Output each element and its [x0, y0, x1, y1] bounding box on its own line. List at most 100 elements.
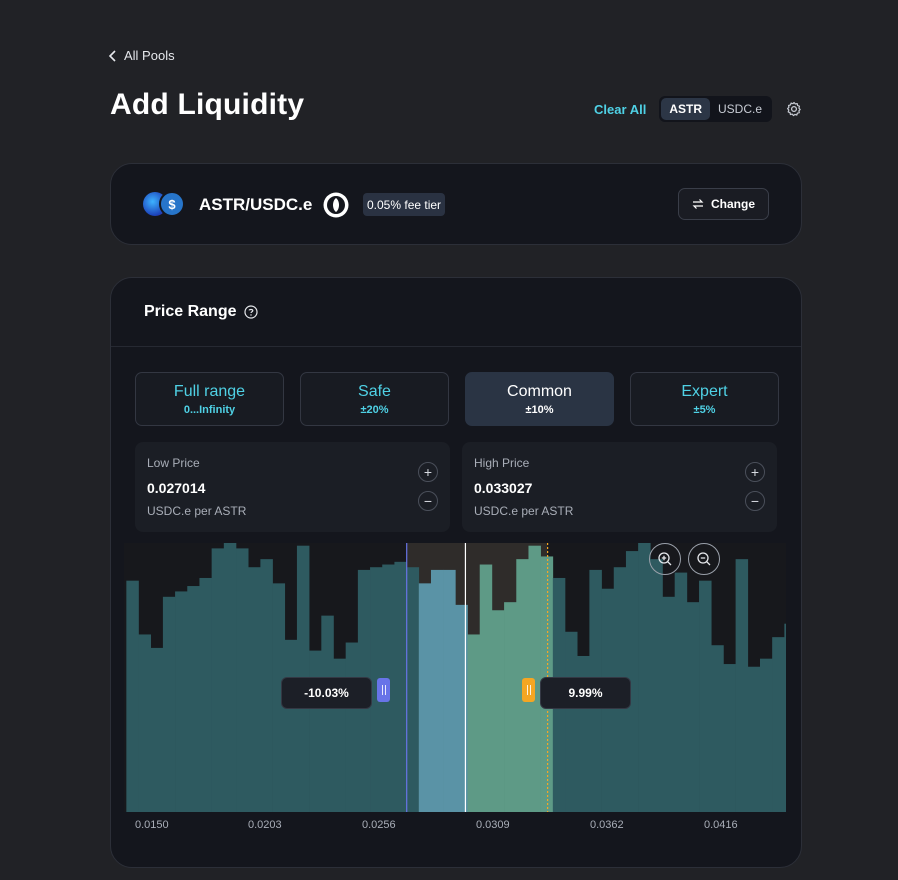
pair-token-icons: $ [142, 191, 186, 218]
low-price-input[interactable]: 0.027014 [147, 480, 206, 496]
liquidity-bar [370, 567, 383, 812]
preset-name: Safe [358, 382, 391, 400]
liquidity-bar [175, 591, 188, 812]
liquidity-bar [479, 564, 493, 812]
low-price-box: Low Price 0.027014 USDC.e per ASTR + − [135, 442, 450, 532]
x-tick-label: 0.0150 [135, 819, 169, 831]
price-range-title: Price Range [144, 303, 237, 320]
preset-name: Common [507, 382, 572, 400]
gear-icon[interactable] [786, 101, 802, 117]
token-toggle: ASTR USDC.e [659, 96, 772, 122]
liquidity-bar [150, 647, 164, 812]
liquidity-bar [638, 543, 651, 812]
liquidity-bar [711, 645, 724, 812]
swap-arrows-icon [692, 199, 704, 209]
token-toggle-astr[interactable]: ASTR [661, 98, 710, 120]
low-price-increment-button[interactable]: + [418, 462, 438, 482]
liquidity-bar [199, 577, 212, 812]
liquidity-bar [759, 658, 773, 812]
preset-sub: ±10% [525, 403, 554, 416]
preset-expert[interactable]: Expert ±5% [630, 372, 779, 426]
liquidity-bar [784, 623, 786, 812]
help-circle-icon[interactable] [244, 305, 259, 319]
liquidity-bar [723, 664, 736, 812]
liquidity-bar [565, 631, 578, 812]
liquidity-bar [430, 569, 444, 812]
liquidity-bar [747, 666, 761, 812]
liquidity-bar [467, 634, 481, 812]
low-price-decrement-button[interactable]: − [418, 491, 438, 511]
preset-common[interactable]: Common ±10% [465, 372, 614, 426]
liquidity-bar [394, 561, 407, 812]
low-price-unit: USDC.e per ASTR [147, 504, 247, 518]
pair-name: ASTR/USDC.e [199, 195, 313, 214]
x-tick-label: 0.0203 [248, 819, 282, 831]
high-price-input[interactable]: 0.033027 [474, 480, 533, 496]
high-range-percent: 9.99% [540, 677, 631, 709]
dex-logo-icon [323, 192, 349, 218]
liquidity-bar [772, 637, 785, 812]
token-toggle-usdc[interactable]: USDC.e [717, 102, 762, 116]
liquidity-bar [674, 572, 688, 812]
liquidity-bar [272, 583, 286, 812]
liquidity-bar [187, 586, 200, 812]
preset-sub: ±20% [360, 403, 389, 416]
low-price-label: Low Price [147, 456, 200, 470]
liquidity-bar [406, 567, 420, 812]
liquidity-bar [504, 602, 517, 812]
high-price-decrement-button[interactable]: − [745, 491, 765, 511]
liquidity-bar [236, 548, 249, 812]
low-range-handle[interactable] [377, 678, 390, 702]
liquidity-bar [126, 580, 139, 812]
liquidity-bar [138, 634, 152, 812]
x-tick-label: 0.0362 [590, 819, 624, 831]
x-tick-label: 0.0256 [362, 819, 396, 831]
zoom-in-button[interactable] [649, 543, 681, 575]
liquidity-bar [345, 642, 359, 812]
back-label: All Pools [124, 48, 175, 63]
liquidity-bar [662, 596, 675, 812]
price-range-header: Price Range [111, 278, 801, 347]
clear-all-button[interactable]: Clear All [594, 101, 647, 117]
low-range-percent: -10.03% [281, 677, 372, 709]
back-to-pools-link[interactable]: All Pools [108, 48, 175, 63]
zoom-in-icon [658, 552, 672, 566]
pair-card: $ ASTR/USDC.e 0.05% fee tier Change [110, 163, 802, 245]
liquidity-chart: -10.03% 9.99% 0.0150 0.0203 0.0256 0.030… [124, 543, 786, 841]
liquidity-bar [211, 548, 225, 812]
preset-sub: ±5% [693, 403, 716, 416]
preset-safe[interactable]: Safe ±20% [300, 372, 449, 426]
zoom-out-icon [697, 552, 711, 566]
preset-name: Full range [173, 382, 246, 400]
liquidity-bar [418, 583, 432, 812]
x-tick-label: 0.0416 [704, 819, 738, 831]
liquidity-bar [455, 604, 468, 812]
liquidity-bar [248, 567, 261, 812]
liquidity-bar [491, 610, 505, 812]
range-presets: Full range 0...Infinity Safe ±20% Common… [135, 372, 779, 426]
high-price-unit: USDC.e per ASTR [474, 504, 574, 518]
liquidity-bar [260, 559, 273, 812]
liquidity-bar [309, 650, 322, 812]
change-label: Change [710, 197, 755, 211]
liquidity-bar [321, 615, 334, 812]
high-range-handle[interactable] [522, 678, 535, 702]
high-price-increment-button[interactable]: + [745, 462, 765, 482]
change-pair-button[interactable]: Change [678, 188, 769, 220]
chevron-left-icon [108, 49, 116, 62]
preset-full-range[interactable]: Full range 0...Infinity [135, 372, 284, 426]
liquidity-bar [443, 569, 456, 812]
fee-tier-badge: 0.05% fee tier [363, 193, 446, 216]
liquidity-bar [625, 551, 639, 812]
high-price-box: High Price 0.033027 USDC.e per ASTR + − [462, 442, 777, 532]
preset-sub: 0...Infinity [183, 403, 236, 416]
liquidity-bar [686, 602, 700, 812]
liquidity-bar [735, 559, 749, 812]
header-actions: Clear All ASTR USDC.e [594, 96, 802, 122]
zoom-out-button[interactable] [688, 543, 720, 575]
x-tick-label: 0.0309 [476, 819, 510, 831]
page-title: Add Liquidity [110, 88, 305, 121]
usdc-token-icon: $ [159, 191, 185, 217]
liquidity-chart-svg [124, 543, 786, 812]
